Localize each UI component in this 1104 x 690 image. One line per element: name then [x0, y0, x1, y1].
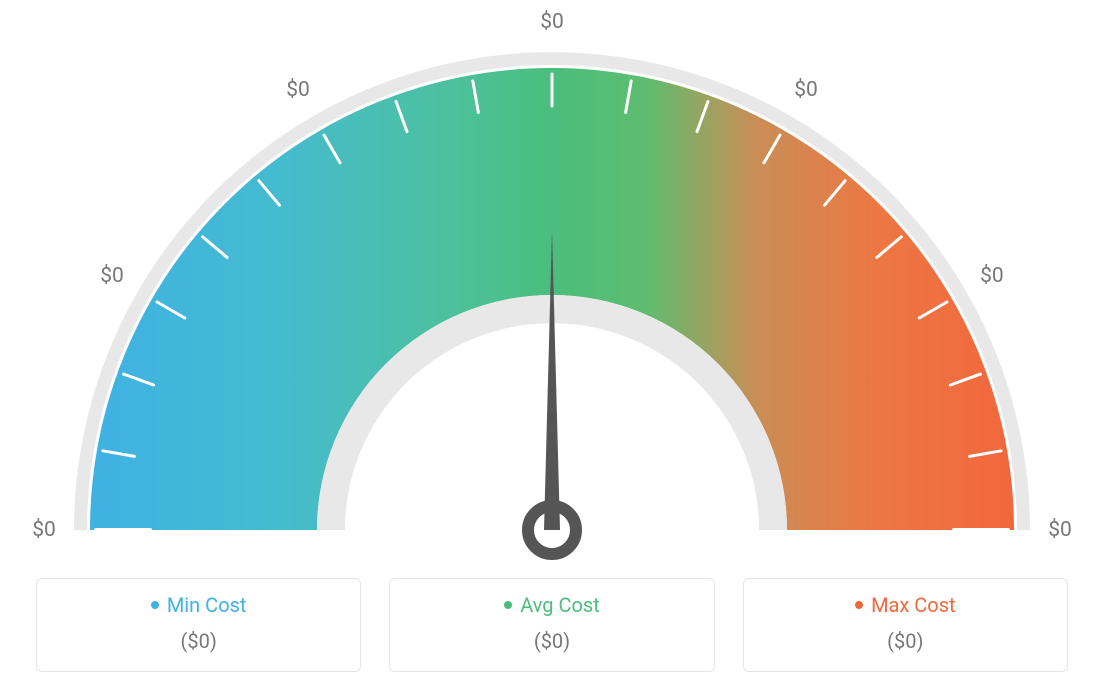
legend-card-max: Max Cost ($0) — [743, 578, 1068, 672]
gauge-tick-label: $0 — [286, 78, 310, 102]
legend-label-max: Max Cost — [871, 593, 956, 617]
gauge-cost-widget: $0 $0 $0 $0 $0 $0 $0 Min Cost ($0) Avg Cost ($… — [0, 0, 1104, 690]
gauge-tick-label: $0 — [980, 264, 1004, 288]
legend-value-avg: ($0) — [400, 629, 703, 653]
legend-label-avg: Avg Cost — [520, 593, 600, 617]
legend-title-avg: Avg Cost — [504, 593, 600, 617]
legend-value-max: ($0) — [754, 629, 1057, 653]
legend-title-max: Max Cost — [855, 593, 956, 617]
legend-dot-min — [151, 601, 159, 609]
legend-label-min: Min Cost — [167, 593, 247, 617]
legend-card-avg: Avg Cost ($0) — [389, 578, 714, 672]
legend-card-min: Min Cost ($0) — [36, 578, 361, 672]
gauge-chart: $0 $0 $0 $0 $0 $0 $0 — [0, 0, 1104, 560]
gauge-tick-label: $0 — [32, 518, 56, 542]
gauge-tick-label: $0 — [794, 78, 818, 102]
legend-value-min: ($0) — [47, 629, 350, 653]
legend-dot-avg — [504, 601, 512, 609]
legend-row: Min Cost ($0) Avg Cost ($0) Max Cost ($0… — [36, 578, 1068, 672]
gauge-tick-label: $0 — [100, 264, 124, 288]
gauge-tick-label: $0 — [540, 10, 564, 34]
legend-title-min: Min Cost — [151, 593, 247, 617]
gauge-tick-label: $0 — [1048, 518, 1072, 542]
legend-dot-max — [855, 601, 863, 609]
